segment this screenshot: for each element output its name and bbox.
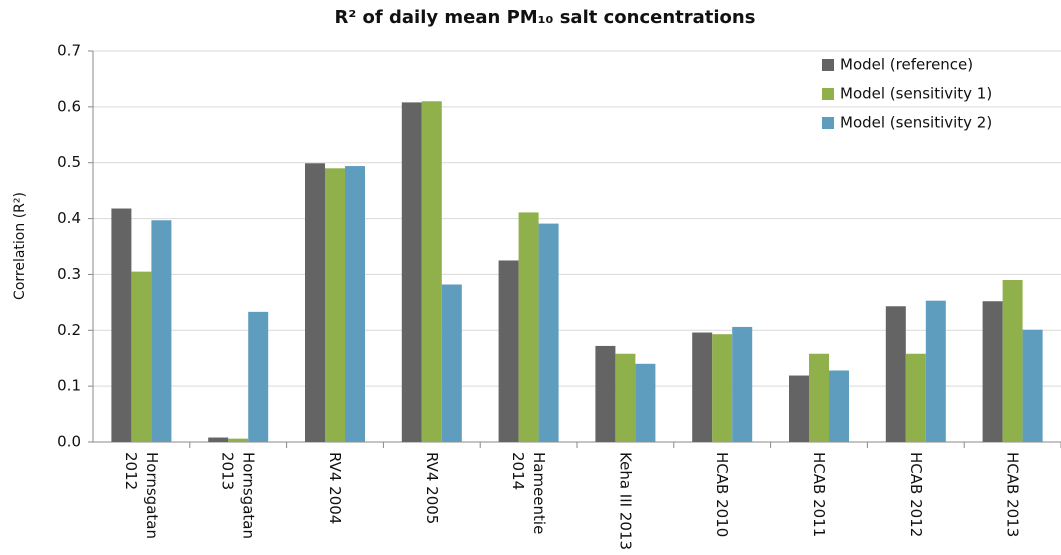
bar xyxy=(111,208,132,442)
x-tick-label: Keha III 2013 xyxy=(617,452,635,550)
bar xyxy=(248,311,269,442)
x-tick-label: HCAB 2011 xyxy=(811,452,829,537)
bar xyxy=(518,212,539,442)
legend-label: Model (reference) xyxy=(840,56,973,74)
x-tick-label: RV4 2004 xyxy=(327,452,345,524)
x-tick-label: RV4 2005 xyxy=(423,452,441,524)
x-tick-label: Hameentie2014 xyxy=(510,452,549,534)
y-tick-label: 0.7 xyxy=(57,42,81,60)
x-tick-label: HCAB 2010 xyxy=(714,452,732,537)
bar xyxy=(809,353,829,442)
legend-swatch xyxy=(822,117,834,129)
bar xyxy=(789,375,809,442)
y-tick-label: 0.0 xyxy=(57,433,81,451)
x-tick-label: Hornsgatan2012 xyxy=(122,452,161,539)
bar xyxy=(1002,280,1023,442)
legend-label: Model (sensitivity 1) xyxy=(840,85,992,103)
bar xyxy=(441,284,462,442)
y-tick-label: 0.3 xyxy=(57,265,81,283)
bar xyxy=(692,332,713,442)
y-axis-label: Correlation (R²) xyxy=(12,192,28,300)
legend-swatch xyxy=(822,88,834,100)
bar xyxy=(732,326,753,442)
bar xyxy=(925,300,946,442)
bar xyxy=(421,101,442,443)
bar xyxy=(228,438,249,442)
bar xyxy=(1022,329,1043,442)
bar xyxy=(829,370,849,442)
x-tick-label: HCAB 2013 xyxy=(1004,452,1022,537)
legend-swatch xyxy=(822,59,834,71)
bar xyxy=(305,163,325,442)
y-tick-label: 0.2 xyxy=(57,321,81,339)
bar xyxy=(982,301,1003,442)
bar xyxy=(401,102,422,442)
bar xyxy=(208,437,229,442)
y-tick-label: 0.5 xyxy=(57,153,81,171)
bar xyxy=(498,260,519,442)
bar xyxy=(615,353,636,442)
bar xyxy=(151,220,172,442)
x-tick-label: HCAB 2012 xyxy=(907,452,925,537)
chart-title: R² of daily mean PM₁₀ salt concentration… xyxy=(335,7,756,28)
bar xyxy=(905,353,926,442)
y-tick-label: 0.1 xyxy=(57,377,81,395)
bar xyxy=(538,223,559,442)
bar xyxy=(712,334,733,442)
bar xyxy=(325,168,345,443)
x-tick-label: Hornsgatan2013 xyxy=(219,452,258,539)
bar xyxy=(595,345,616,442)
y-tick-label: 0.6 xyxy=(57,97,81,115)
y-tick-label: 0.4 xyxy=(57,209,81,227)
bar xyxy=(635,363,656,442)
bar xyxy=(345,166,365,442)
bar xyxy=(885,306,906,442)
legend-label: Model (sensitivity 2) xyxy=(840,114,992,132)
bar xyxy=(131,271,152,442)
